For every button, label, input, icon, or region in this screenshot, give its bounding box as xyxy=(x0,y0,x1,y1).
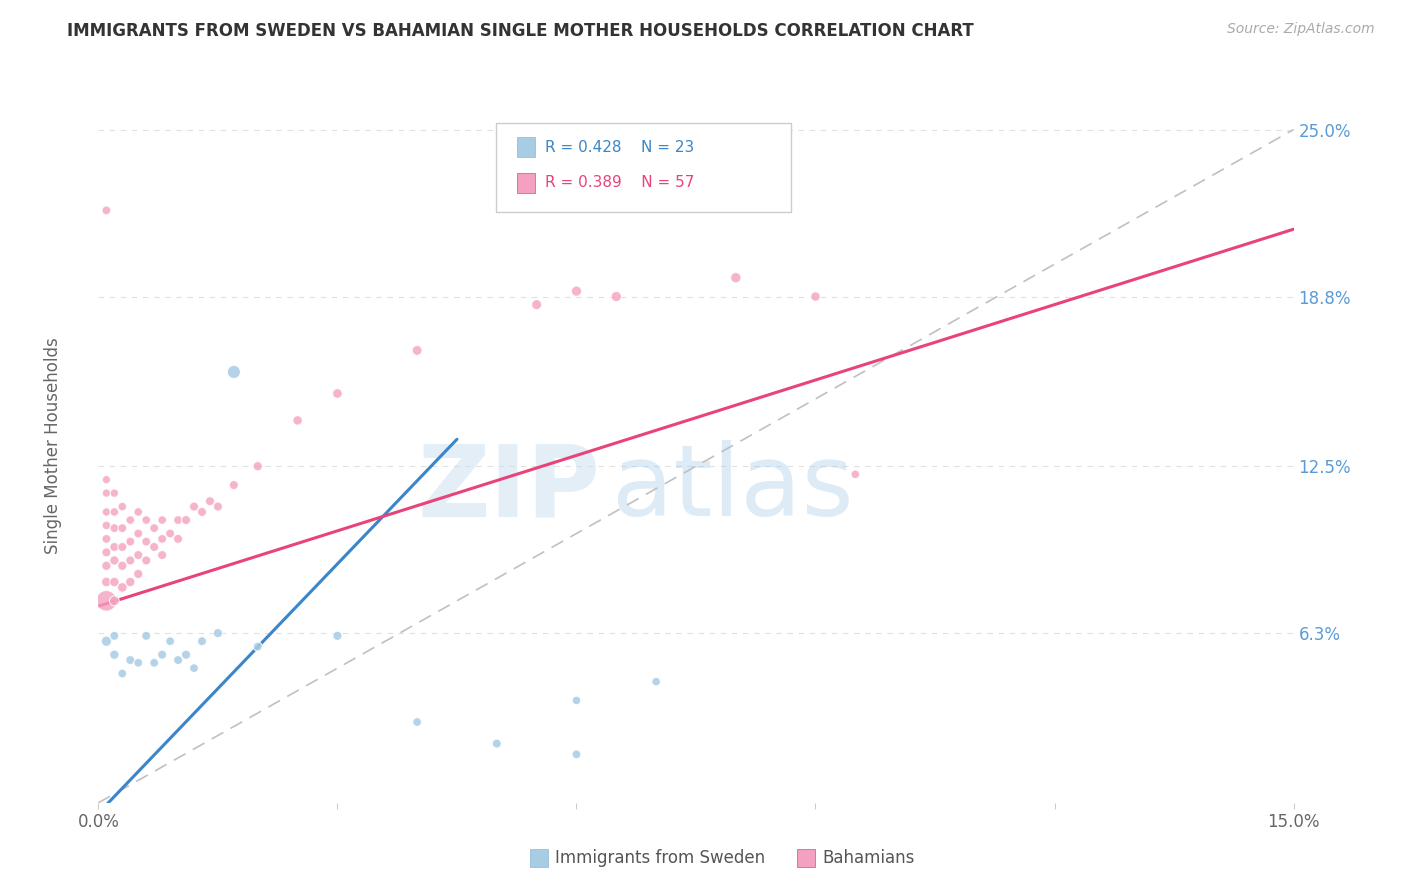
Point xyxy=(167,532,190,546)
Point xyxy=(191,634,214,648)
Point xyxy=(127,548,149,562)
Point xyxy=(120,534,142,549)
Point xyxy=(183,500,205,514)
Point xyxy=(724,270,747,285)
Point xyxy=(96,634,118,648)
Point xyxy=(111,666,134,681)
Point xyxy=(111,540,134,554)
Point xyxy=(135,513,157,527)
Point xyxy=(96,473,118,487)
Point xyxy=(120,553,142,567)
Point xyxy=(167,513,190,527)
Point xyxy=(326,629,349,643)
Point xyxy=(111,500,134,514)
Point xyxy=(96,532,118,546)
Text: atlas: atlas xyxy=(613,441,853,537)
Point xyxy=(565,284,588,298)
Point xyxy=(96,574,118,589)
Point xyxy=(103,553,125,567)
Point xyxy=(103,521,125,535)
Point xyxy=(150,532,173,546)
Point xyxy=(804,289,827,303)
Point xyxy=(565,747,588,762)
Text: ZIP: ZIP xyxy=(418,441,600,537)
Point xyxy=(844,467,866,482)
Text: Source: ZipAtlas.com: Source: ZipAtlas.com xyxy=(1227,22,1375,37)
Point xyxy=(150,648,173,662)
Point xyxy=(645,674,668,689)
Point xyxy=(143,540,166,554)
Point xyxy=(120,513,142,527)
Point xyxy=(207,626,229,640)
Point xyxy=(111,558,134,573)
Point xyxy=(207,500,229,514)
Point xyxy=(127,656,149,670)
Point xyxy=(96,505,118,519)
Text: R = 0.389    N = 57: R = 0.389 N = 57 xyxy=(546,176,695,191)
Point xyxy=(135,629,157,643)
Point xyxy=(103,648,125,662)
Point xyxy=(150,513,173,527)
Point xyxy=(565,693,588,707)
Point xyxy=(143,656,166,670)
Point xyxy=(96,594,118,608)
Point xyxy=(143,521,166,535)
Point xyxy=(103,594,125,608)
Point xyxy=(127,505,149,519)
Point xyxy=(174,648,197,662)
Point xyxy=(246,640,269,654)
Point xyxy=(222,478,245,492)
Point xyxy=(198,494,221,508)
Point xyxy=(96,558,118,573)
Point xyxy=(96,518,118,533)
Point xyxy=(135,553,157,567)
Point xyxy=(605,289,627,303)
Point xyxy=(183,661,205,675)
Point xyxy=(135,534,157,549)
Point xyxy=(96,486,118,500)
Point xyxy=(326,386,349,401)
Point xyxy=(485,737,508,751)
Point xyxy=(159,526,181,541)
Point xyxy=(96,203,118,218)
Point xyxy=(103,505,125,519)
Point xyxy=(167,653,190,667)
Point xyxy=(111,580,134,594)
Point xyxy=(120,574,142,589)
Point xyxy=(111,521,134,535)
Text: Bahamians: Bahamians xyxy=(823,849,915,867)
Point xyxy=(96,545,118,559)
Point xyxy=(103,486,125,500)
Point xyxy=(127,526,149,541)
Point xyxy=(103,629,125,643)
Point xyxy=(246,459,269,474)
Text: R = 0.428    N = 23: R = 0.428 N = 23 xyxy=(546,140,695,155)
Text: IMMIGRANTS FROM SWEDEN VS BAHAMIAN SINGLE MOTHER HOUSEHOLDS CORRELATION CHART: IMMIGRANTS FROM SWEDEN VS BAHAMIAN SINGL… xyxy=(67,22,974,40)
Point xyxy=(191,505,214,519)
Point xyxy=(222,365,245,379)
Point xyxy=(103,574,125,589)
Text: Single Mother Households: Single Mother Households xyxy=(45,338,62,554)
Point xyxy=(120,653,142,667)
Point xyxy=(526,298,548,312)
Point xyxy=(150,548,173,562)
Point xyxy=(127,566,149,581)
Point xyxy=(287,413,309,427)
Point xyxy=(103,540,125,554)
Point xyxy=(406,714,429,729)
Text: Immigrants from Sweden: Immigrants from Sweden xyxy=(555,849,765,867)
Point xyxy=(406,343,429,358)
Point xyxy=(174,513,197,527)
Point xyxy=(159,634,181,648)
